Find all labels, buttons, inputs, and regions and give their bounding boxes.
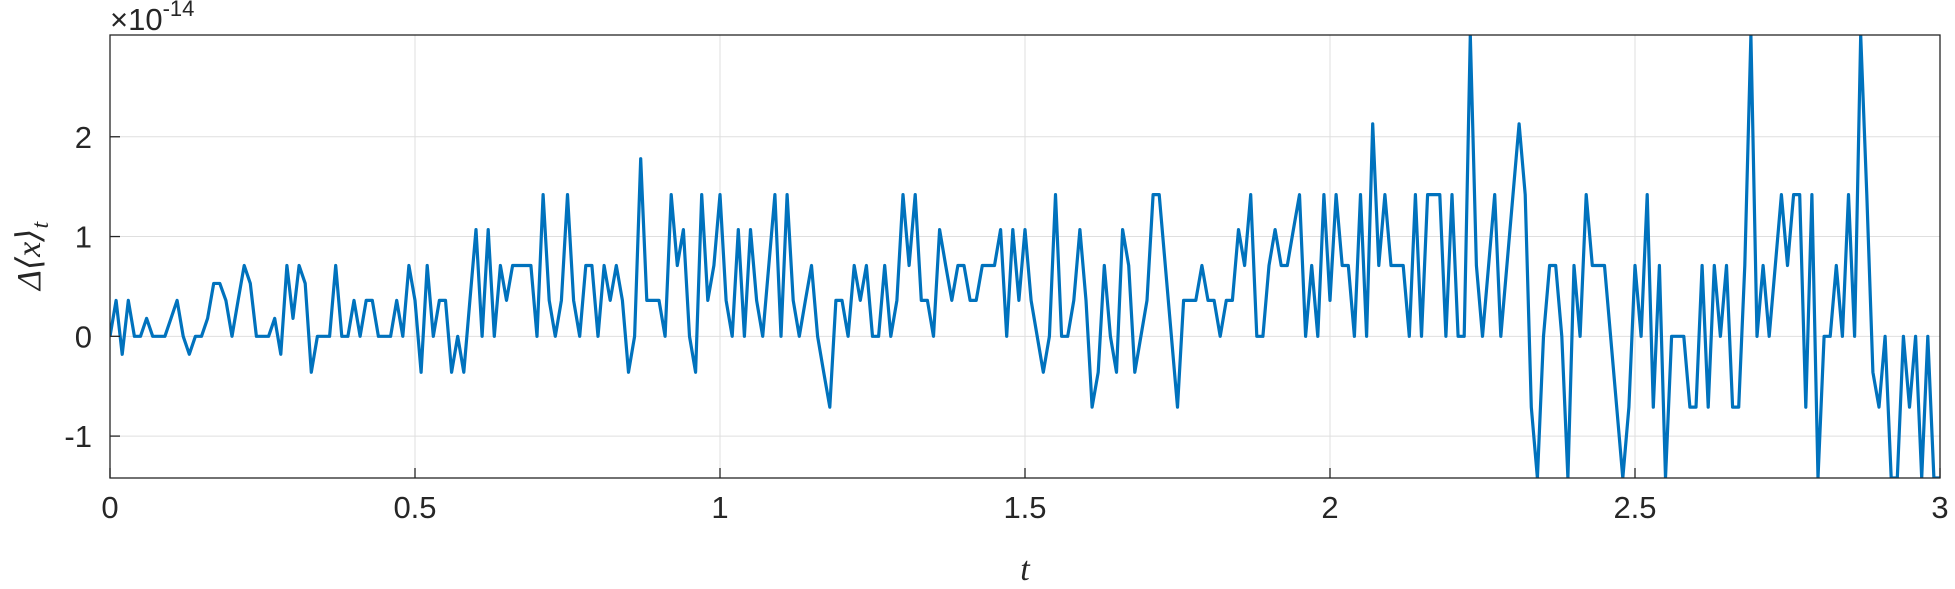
y-axis-label-subscript: t — [28, 221, 54, 229]
x-tick-label: 1 — [711, 490, 728, 525]
x-tick-label: 0.5 — [393, 490, 436, 525]
x-tick-label: 3 — [1931, 490, 1948, 525]
x-axis-label: t — [1020, 551, 1031, 588]
y-tick-label: 2 — [75, 120, 92, 155]
x-tick-label: 0 — [101, 490, 118, 525]
y-tick-label: -1 — [64, 419, 92, 454]
x-tick-label: 1.5 — [1003, 490, 1046, 525]
ticks: 0 0.5 1 1.5 2 2.5 3 -1 0 1 2 — [64, 120, 1948, 525]
y-tick-label: 1 — [75, 220, 92, 255]
series — [110, 35, 1940, 478]
y-multiplier-exponent: -14 — [163, 0, 195, 21]
data-line — [110, 35, 1940, 478]
y-tick-label: 0 — [75, 319, 92, 354]
x-tick-label: 2 — [1321, 490, 1338, 525]
y-axis-label-main: Δ⟨x⟩ — [11, 229, 48, 293]
y-multiplier: ×10-14 — [110, 0, 194, 37]
y-multiplier-base: ×10 — [110, 2, 163, 37]
x-tick-label: 2.5 — [1613, 490, 1656, 525]
y-axis-label: Δ⟨x⟩t — [11, 221, 54, 293]
